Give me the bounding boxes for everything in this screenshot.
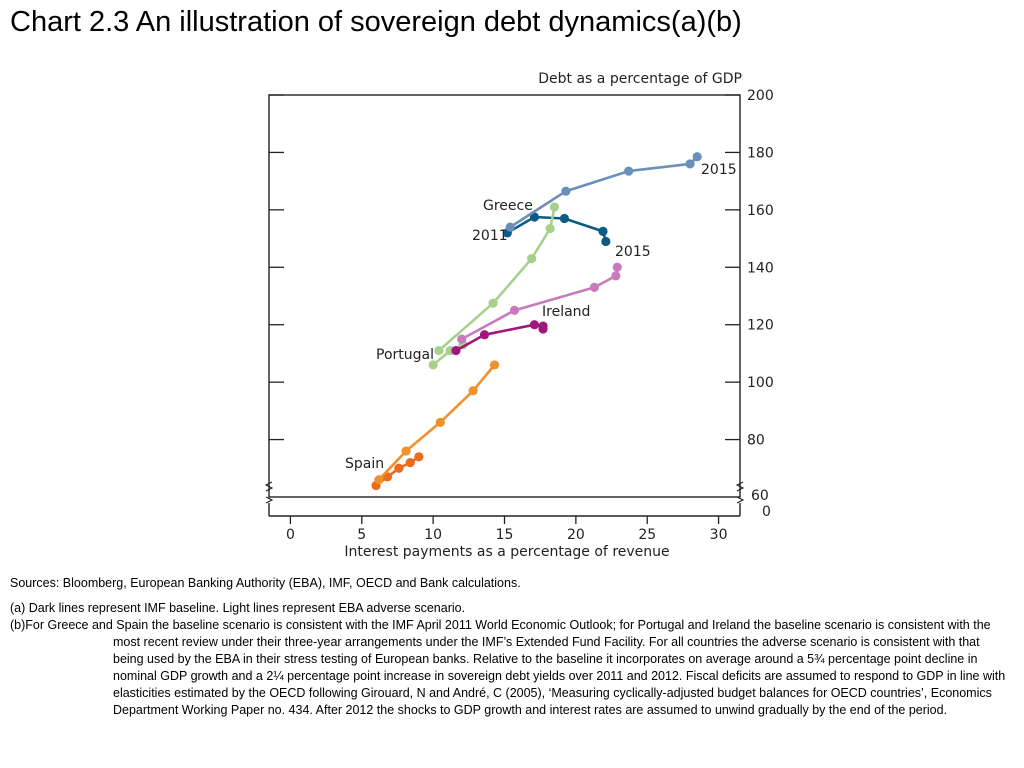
sources-note: Sources: Bloomberg, European Banking Aut… [10,576,521,590]
data-point [611,271,621,281]
data-point [538,324,548,334]
chart-notes: Sources: Bloomberg, European Banking Aut… [10,575,1010,719]
y-tick-label: 100 [747,375,774,391]
series-2 [428,340,468,370]
data-point [435,417,445,427]
series-7 [374,360,500,485]
series-1 [505,152,702,232]
label-greece-2011: 2011 [472,228,508,244]
data-point [457,334,467,344]
x-tick-label: 25 [638,527,656,543]
series-3 [434,202,560,356]
data-point [549,202,560,212]
series-5 [457,262,622,344]
series-0 [502,212,611,247]
y-tick-label: 120 [747,318,774,334]
footnote-a: (a) Dark lines represent IMF baseline. L… [10,601,466,615]
data-point [374,475,384,485]
data-point [428,360,438,370]
data-point [529,212,540,222]
data-point [479,330,490,340]
y-break-label-lower: 0 [762,504,771,520]
x-tick-label: 20 [567,527,585,543]
data-point [612,262,622,272]
y-tick-label: 80 [747,433,765,449]
x-tick-label: 5 [357,527,366,543]
series-group [371,152,702,491]
series-line [455,323,545,352]
data-point [545,223,555,234]
x-axis-title: Interest payments as a percentage of rev… [344,544,669,560]
plot-border [268,94,741,498]
data-point [559,213,570,224]
label-ireland: Ireland [542,304,590,320]
y-axis-title: Debt as a percentage of GDP [538,71,742,87]
y-tick-label: 160 [747,203,774,219]
x-tick-label: 10 [424,527,442,543]
data-point [589,282,600,292]
data-point [489,360,500,370]
series-4 [451,320,548,356]
data-point [414,452,424,462]
page-title: Chart 2.3 An illustration of sovereign d… [10,6,742,38]
data-point [405,457,415,468]
data-point [598,226,608,236]
label-portugal: Portugal [376,347,434,363]
label-greece-2015: 2015 [701,162,737,178]
data-point [685,159,695,169]
y-tick-label: 200 [747,88,774,104]
x-tick-label: 15 [496,527,514,543]
data-point [505,222,515,232]
axis-break-left [264,481,274,504]
label-spain: Spain [345,456,384,472]
y-break-label-upper: 60 [751,488,769,504]
data-point [561,186,571,196]
y-tick-label: 140 [747,260,774,276]
data-point [394,463,404,473]
plot-frame [268,94,741,498]
data-point [434,345,444,356]
data-point [692,152,702,162]
data-point [527,254,537,264]
label-ireland-2015: 2015 [615,244,651,260]
x-tick-label: 0 [286,527,295,543]
label-greece: Greece [483,198,533,214]
data-point [401,446,411,456]
data-point [624,166,634,176]
data-point [468,386,478,396]
axis-break-right [735,481,745,504]
data-point [488,298,498,308]
data-point [451,345,461,356]
y-tick-label: 180 [747,145,774,161]
x-tick-label: 30 [710,527,728,543]
data-point [509,305,520,315]
data-point [601,236,611,247]
data-point [529,320,540,330]
footnote-b: (b)For Greece and Spain the baseline sce… [10,618,1006,717]
